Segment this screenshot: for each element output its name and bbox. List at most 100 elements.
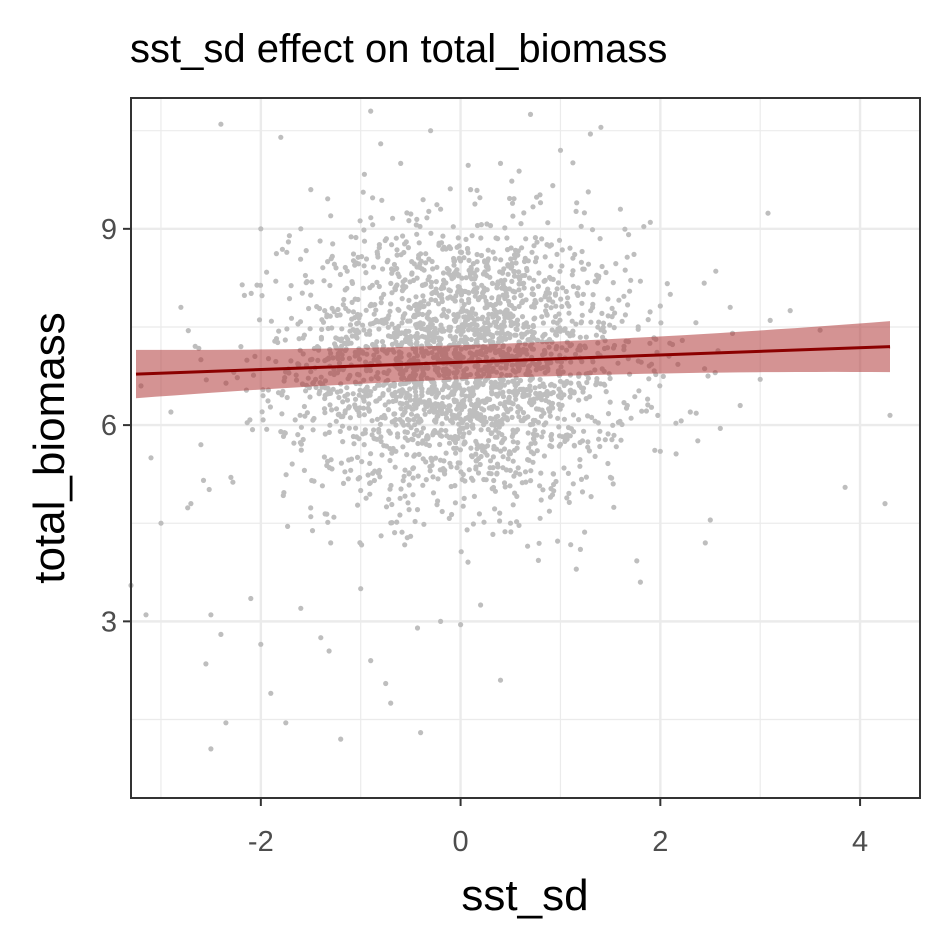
data-point xyxy=(634,558,640,564)
data-point xyxy=(420,482,426,488)
data-point xyxy=(355,476,361,482)
data-point xyxy=(417,416,423,422)
major-gridlines xyxy=(131,98,920,798)
data-point xyxy=(268,690,274,696)
data-point xyxy=(521,324,527,330)
data-point xyxy=(545,220,551,226)
data-point xyxy=(273,251,279,257)
data-point xyxy=(364,384,370,390)
data-point xyxy=(527,111,534,117)
data-point xyxy=(540,429,546,435)
data-point xyxy=(474,222,481,229)
data-point xyxy=(350,391,356,397)
data-point xyxy=(540,320,547,326)
data-point xyxy=(547,408,553,415)
data-point xyxy=(582,529,588,535)
data-point xyxy=(502,225,508,231)
data-point xyxy=(433,286,439,292)
data-point xyxy=(487,274,493,280)
data-point xyxy=(558,296,564,302)
data-point xyxy=(419,333,425,339)
data-point xyxy=(402,311,408,317)
data-point xyxy=(510,313,516,319)
data-point xyxy=(628,277,634,283)
data-point xyxy=(511,332,518,338)
data-point xyxy=(599,310,605,316)
data-point xyxy=(502,287,508,293)
data-point xyxy=(561,416,568,422)
data-point xyxy=(522,331,528,337)
data-point xyxy=(389,270,395,276)
data-point xyxy=(264,426,270,432)
data-point xyxy=(322,395,328,402)
data-point xyxy=(394,265,400,272)
data-point xyxy=(443,428,449,434)
data-point xyxy=(434,202,440,208)
data-point xyxy=(344,385,350,391)
data-point xyxy=(701,280,707,286)
data-point xyxy=(404,210,410,216)
data-point xyxy=(514,317,521,323)
data-point xyxy=(472,380,479,386)
data-point xyxy=(509,414,515,420)
data-point xyxy=(355,296,361,303)
data-point xyxy=(616,297,622,303)
data-point xyxy=(387,430,393,436)
data-point xyxy=(420,282,426,288)
data-point xyxy=(322,410,328,416)
data-point xyxy=(578,259,585,265)
data-point xyxy=(403,239,409,245)
data-point xyxy=(619,421,625,428)
data-point xyxy=(350,309,356,315)
data-point xyxy=(308,292,314,298)
data-point xyxy=(475,297,481,303)
data-point xyxy=(378,434,384,440)
data-point xyxy=(406,507,412,513)
data-point xyxy=(475,400,481,406)
data-point xyxy=(485,325,491,331)
plot-panel-background xyxy=(131,98,920,798)
data-point xyxy=(398,160,404,166)
data-point xyxy=(494,434,500,440)
data-point xyxy=(569,318,575,324)
data-point xyxy=(478,602,484,608)
data-point xyxy=(335,336,341,342)
data-point xyxy=(412,389,419,395)
data-point xyxy=(493,301,499,307)
data-point xyxy=(348,234,354,240)
data-point xyxy=(396,388,403,394)
data-point xyxy=(511,269,518,275)
data-point xyxy=(516,168,522,174)
data-point xyxy=(460,503,466,509)
data-point xyxy=(727,304,733,310)
data-point xyxy=(383,316,389,322)
data-point xyxy=(308,514,314,520)
data-point xyxy=(371,427,377,433)
data-point xyxy=(463,275,469,281)
data-point xyxy=(378,141,384,147)
data-point xyxy=(397,381,403,387)
data-point xyxy=(421,407,427,413)
data-point xyxy=(609,314,615,320)
data-point xyxy=(548,381,555,387)
data-point xyxy=(511,473,517,479)
data-point xyxy=(532,259,539,265)
data-point xyxy=(515,274,522,280)
data-point xyxy=(605,313,611,319)
data-point xyxy=(539,314,545,320)
data-point xyxy=(509,278,515,284)
data-point xyxy=(447,460,453,466)
data-point xyxy=(406,304,412,310)
data-point xyxy=(239,282,245,288)
data-point xyxy=(446,440,453,446)
data-point xyxy=(509,433,515,439)
data-point xyxy=(360,322,366,328)
data-point xyxy=(767,317,773,323)
data-point xyxy=(443,450,449,456)
data-point xyxy=(482,305,488,311)
data-point xyxy=(455,284,461,290)
data-point xyxy=(598,124,604,130)
data-point xyxy=(468,187,474,193)
data-point xyxy=(451,271,457,277)
data-point xyxy=(555,538,561,544)
